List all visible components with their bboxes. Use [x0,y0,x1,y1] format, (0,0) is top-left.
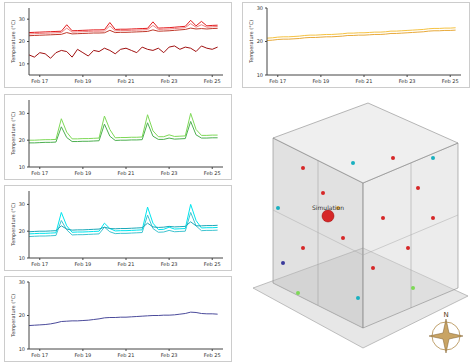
svg-text:Feb 17: Feb 17 [31,78,48,84]
svg-text:Feb 25: Feb 25 [204,78,221,84]
svg-text:30: 30 [257,5,263,11]
svg-text:Feb 17: Feb 17 [31,261,48,267]
svg-text:Temperature (°C): Temperature (°C) [10,203,17,247]
svg-text:10: 10 [19,61,25,67]
svg-text:Feb 23: Feb 23 [161,170,178,176]
svg-text:Feb 23: Feb 23 [399,78,416,84]
svg-text:Feb 17: Feb 17 [31,352,48,358]
svg-text:30: 30 [19,279,25,285]
svg-text:Feb 19: Feb 19 [312,78,329,84]
svg-text:Temperature (°C): Temperature (°C) [10,112,17,156]
svg-text:20: 20 [19,137,25,143]
svg-text:Feb 19: Feb 19 [74,261,91,267]
svg-text:Temperature (°C): Temperature (°C) [248,20,255,64]
svg-text:30: 30 [19,110,25,116]
svg-text:30: 30 [19,201,25,207]
svg-text:Feb 25: Feb 25 [204,352,221,358]
svg-text:Feb 19: Feb 19 [74,352,91,358]
svg-text:20: 20 [19,312,25,318]
svg-text:Feb 21: Feb 21 [356,78,373,84]
svg-text:Feb 19: Feb 19 [74,78,91,84]
svg-text:Temperature (°C): Temperature (°C) [10,294,17,338]
svg-text:Temperature (°C): Temperature (°C) [10,20,17,64]
svg-text:10: 10 [19,255,25,261]
svg-text:10: 10 [257,72,263,78]
svg-text:Feb 23: Feb 23 [161,78,178,84]
svg-text:20: 20 [257,38,263,44]
svg-text:30: 30 [19,16,25,22]
svg-text:Feb 21: Feb 21 [118,261,135,267]
svg-text:Feb 21: Feb 21 [118,170,135,176]
svg-text:Feb 17: Feb 17 [31,170,48,176]
svg-text:10: 10 [19,164,25,170]
svg-text:Feb 21: Feb 21 [118,352,135,358]
svg-text:Feb 19: Feb 19 [74,170,91,176]
svg-text:N: N [443,311,448,319]
svg-text:20: 20 [19,38,25,44]
svg-text:Feb 25: Feb 25 [204,261,221,267]
svg-text:10: 10 [19,346,25,352]
svg-text:Feb 21: Feb 21 [118,78,135,84]
svg-text:Simulation: Simulation [312,204,344,211]
svg-text:Feb 17: Feb 17 [269,78,286,84]
svg-text:20: 20 [19,228,25,234]
svg-text:Feb 25: Feb 25 [204,170,221,176]
svg-text:Feb 23: Feb 23 [161,261,178,267]
svg-text:Feb 25: Feb 25 [442,78,459,84]
svg-text:Feb 23: Feb 23 [161,352,178,358]
